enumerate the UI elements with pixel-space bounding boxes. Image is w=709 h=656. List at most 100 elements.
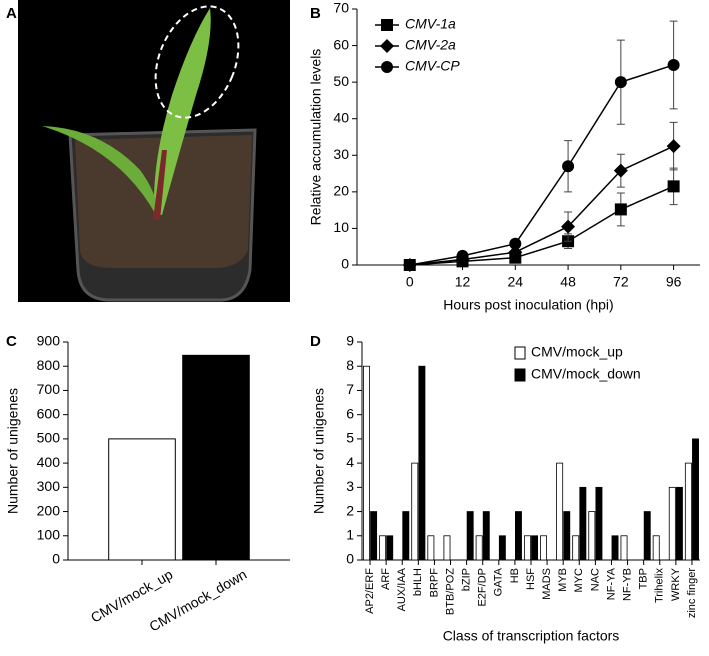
y-tick-label: 7 <box>346 381 354 397</box>
y-tick-label: 6 <box>346 405 354 421</box>
y-tick-label: 2 <box>346 502 354 518</box>
bar <box>684 462 692 561</box>
x-tick-label: bHLH <box>412 568 424 596</box>
x-tick-label: AUX/IAA <box>396 567 408 611</box>
y-tick-label: 50 <box>333 73 349 89</box>
x-tick-label: NF-YA <box>605 567 617 600</box>
x-tick-label: MADS <box>541 568 553 600</box>
bar <box>427 535 435 561</box>
y-tick-label: 8 <box>346 357 354 373</box>
x-tick-label: 48 <box>560 274 576 290</box>
bar <box>668 486 676 561</box>
bar <box>572 535 580 561</box>
x-tick-label: ARF <box>380 568 392 590</box>
legend-label: CMV-1a <box>405 16 456 32</box>
leaf <box>153 8 211 215</box>
bar <box>182 354 250 561</box>
marker <box>562 160 575 173</box>
y-tick-label: 70 <box>333 0 349 16</box>
bar <box>692 438 699 561</box>
line <box>409 185 674 266</box>
y-tick-label: 0 <box>52 551 60 567</box>
bar <box>595 486 603 561</box>
y-tick-label: 300 <box>37 478 61 494</box>
x-tick-label: BRPF <box>428 568 440 598</box>
panel-label: B <box>310 5 321 22</box>
bar <box>108 438 176 561</box>
bar <box>563 511 571 561</box>
bar <box>579 486 587 561</box>
y-tick-label: 5 <box>346 430 354 446</box>
legend-label: CMV-2a <box>405 37 456 53</box>
y-tick-label: 4 <box>346 454 354 470</box>
marker <box>667 180 680 193</box>
bar <box>411 462 419 561</box>
x-tick-label: TBP <box>638 568 650 589</box>
x-axis-label: Class of transcription factors <box>443 628 620 644</box>
bar <box>363 365 370 561</box>
y-tick-label: 800 <box>37 357 61 373</box>
x-tick-label: Trihelix <box>654 568 666 604</box>
x-tick-label: 12 <box>455 274 471 290</box>
x-tick-label: NF-YB <box>621 568 633 601</box>
marker <box>456 249 469 262</box>
x-tick-label: 24 <box>508 274 524 290</box>
highlight-ellipse <box>154 5 240 119</box>
x-tick-label: WRKY <box>670 567 682 601</box>
bar <box>588 511 596 561</box>
marker <box>666 139 681 154</box>
marker <box>667 58 680 71</box>
y-tick-label: 400 <box>37 454 61 470</box>
y-tick-label: 30 <box>333 146 349 162</box>
y-axis-label: Relative accumulation levels <box>308 49 324 226</box>
panel-label: A <box>6 5 17 22</box>
line <box>409 145 674 266</box>
bar <box>475 535 483 561</box>
panel-label: C <box>6 333 17 350</box>
bar <box>386 535 394 561</box>
y-tick-label: 9 <box>346 333 354 349</box>
y-tick-label: 500 <box>37 430 61 446</box>
x-tick-label: NAC <box>589 568 601 591</box>
marker <box>561 219 576 234</box>
x-tick-label: AP2/ERF <box>364 568 376 614</box>
y-tick-label: 700 <box>37 381 61 397</box>
bar <box>466 511 474 561</box>
bar <box>540 535 547 561</box>
bar <box>652 535 660 561</box>
bar <box>523 535 531 561</box>
legend-label: CMV-CP <box>405 58 460 74</box>
marker <box>614 203 627 216</box>
marker <box>403 259 416 271</box>
bar <box>531 535 539 561</box>
photo: A <box>6 0 290 302</box>
x-axis-label: Hours post inoculation (hpi) <box>443 297 613 313</box>
marker <box>613 163 628 178</box>
x-tick-label: MYC <box>573 568 585 593</box>
leaf <box>42 126 160 215</box>
bar <box>643 511 651 561</box>
x-tick-label: 96 <box>666 274 682 290</box>
marker <box>508 245 523 260</box>
legend-marker <box>381 61 393 73</box>
bar <box>611 535 619 561</box>
chart: C 0 100 200 300 400 500 600 700 800 900 Number of u… <box>5 333 290 635</box>
legend-swatch <box>514 368 526 382</box>
x-tick-label: zinc finger <box>686 568 698 618</box>
bar <box>443 535 451 561</box>
x-tick-label: 72 <box>613 274 629 290</box>
x-tick-label: HSF <box>525 568 537 590</box>
panel-label: D <box>310 333 321 350</box>
legend-marker <box>380 39 394 53</box>
x-tick-label: BTB/POZ <box>444 568 456 615</box>
y-tick-label: 200 <box>37 502 61 518</box>
bar <box>482 511 490 561</box>
bar <box>498 535 506 561</box>
legend-label: CMV/mock_up <box>531 344 623 360</box>
bar <box>515 511 522 561</box>
y-tick-label: 60 <box>333 36 349 52</box>
y-tick-label: 20 <box>333 183 349 199</box>
bar <box>620 535 628 561</box>
x-tick-label: GATA <box>493 567 505 596</box>
legend-swatch <box>514 346 526 360</box>
